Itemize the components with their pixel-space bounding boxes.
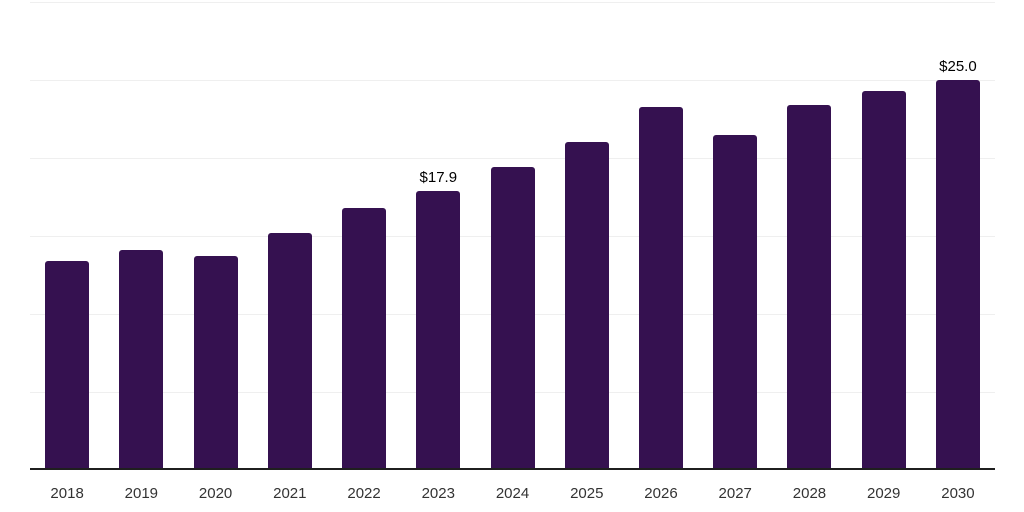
x-tick-label: 2023	[421, 485, 455, 502]
bar-2026	[638, 106, 683, 470]
x-tick-label: 2029	[867, 485, 901, 502]
plot-area: $17.9 $25.0	[30, 2, 995, 470]
bar-2027	[713, 134, 758, 470]
bar-2024	[490, 167, 535, 470]
bar-slot	[327, 2, 401, 470]
bar-2022	[342, 207, 387, 470]
bar-2023	[416, 190, 461, 470]
bar-slot	[104, 2, 178, 470]
bar-slot	[847, 2, 921, 470]
x-tick-label: 2021	[273, 485, 307, 502]
bar-slot	[475, 2, 549, 470]
bar-slot: $25.0	[921, 2, 995, 470]
bar-2020	[193, 256, 238, 470]
bars: $17.9 $25.0	[30, 2, 995, 470]
x-tick-label: 2028	[792, 485, 827, 502]
bar-slot	[178, 2, 252, 470]
bar-2019	[119, 250, 164, 470]
gridline	[30, 158, 995, 159]
bar-slot	[253, 2, 327, 470]
x-tick-label: 2026	[644, 485, 678, 502]
x-tick-label: 2024	[495, 485, 530, 502]
bar-slot	[624, 2, 698, 470]
bar-value-label: $25.0	[939, 58, 977, 75]
x-axis-labels: 2018 2019 2020 2021 2022 2023 2024 2025 2026 2027…	[30, 472, 995, 512]
bar-slot	[772, 2, 846, 470]
bar-2029	[861, 90, 906, 470]
gridline	[30, 2, 995, 3]
x-tick-label: 2018	[50, 485, 84, 502]
bar-slot: $17.9	[401, 2, 475, 470]
x-tick-label: 2025	[570, 485, 604, 502]
bar-2018	[45, 260, 90, 470]
bar-slot	[550, 2, 624, 470]
bar-2028	[787, 104, 832, 470]
bar-slot	[698, 2, 772, 470]
x-axis-line	[30, 468, 995, 470]
x-tick-label: 2020	[198, 485, 233, 502]
gridline	[30, 80, 995, 81]
x-tick-label: 2027	[718, 485, 752, 502]
bar-2021	[267, 232, 312, 470]
bar-2025	[564, 142, 609, 470]
x-tick-label: 2019	[124, 485, 159, 502]
x-tick-label: 2022	[347, 485, 381, 502]
x-tick-label: 2030	[941, 485, 975, 502]
bar-slot	[30, 2, 104, 470]
bar-2030	[935, 80, 980, 470]
bar-value-label: $17.9	[419, 168, 458, 186]
